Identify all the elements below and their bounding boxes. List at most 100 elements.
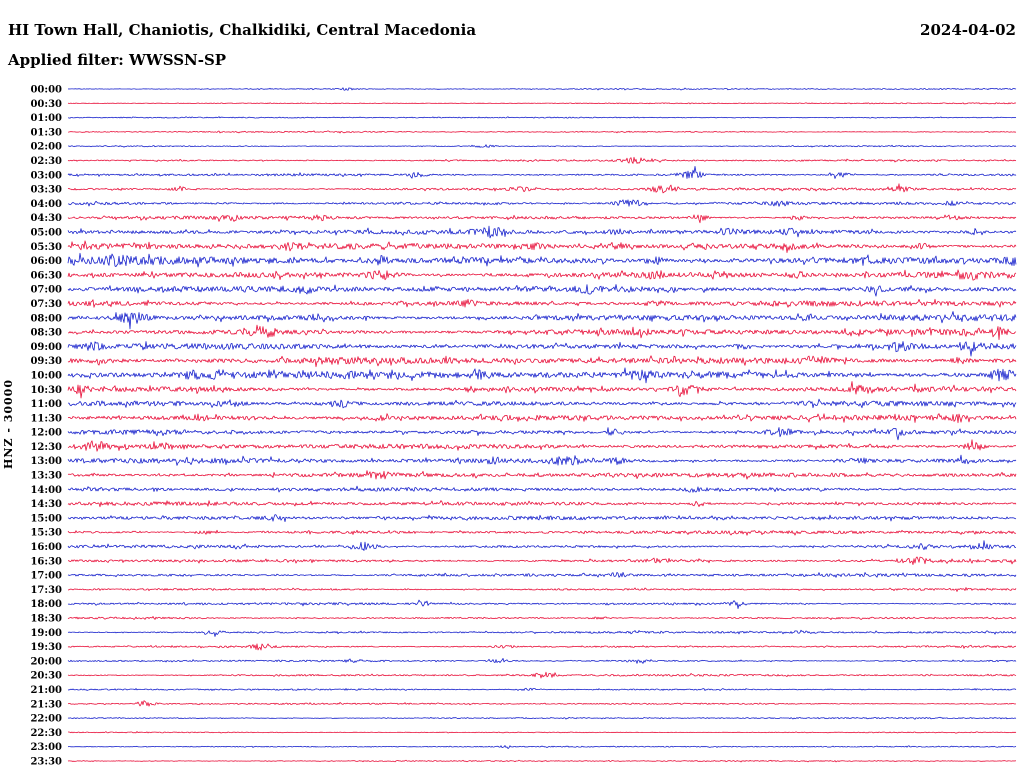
trace-row-1000 [67,367,1017,384]
trace-row-0530 [67,240,1017,254]
trace-group [67,87,1017,763]
trace-row-0400 [67,199,1017,207]
time-label-1300: 13:00 [30,456,62,467]
trace-row-1500 [67,514,1017,522]
time-label-0000: 00:00 [30,85,62,96]
time-label-2300: 23:00 [30,742,62,753]
time-label-0100: 01:00 [30,113,62,124]
trace-row-0000 [67,87,1017,91]
time-label-2000: 20:00 [30,656,62,667]
trace-row-2230 [68,731,1017,734]
trace-row-1530 [67,529,1017,536]
trace-row-2200 [67,716,1017,720]
time-label-1400: 14:00 [30,485,62,496]
trace-row-1730 [67,587,1017,592]
time-label-1700: 17:00 [30,571,62,582]
time-label-0600: 06:00 [30,256,62,267]
time-label-1100: 11:00 [30,399,62,410]
trace-row-1600 [67,540,1016,551]
trace-row-1700 [67,572,1017,578]
trace-row-1930 [67,643,1016,651]
trace-row-0030 [67,102,1017,105]
trace-row-2100 [67,687,1017,691]
trace-row-0300 [67,165,1017,179]
time-label-1600: 16:00 [30,542,62,553]
trace-row-1400 [67,485,1017,493]
time-label-0400: 04:00 [30,199,62,210]
time-label-0200: 02:00 [30,142,62,153]
time-label-1830: 18:30 [30,614,62,625]
time-label-1500: 15:00 [30,513,62,524]
trace-row-1900 [67,629,1017,637]
trace-row-2300 [67,745,1017,749]
time-label-2130: 21:30 [30,699,62,710]
time-label-1900: 19:00 [30,628,62,639]
time-label-2330: 23:30 [30,757,62,768]
trace-row-0230 [67,156,1017,164]
trace-row-1130 [67,413,1017,424]
time-label-1230: 12:30 [30,442,62,453]
time-label-0130: 01:30 [30,127,62,138]
time-label-2200: 22:00 [30,714,62,725]
time-label-1200: 12:00 [30,428,62,439]
trace-row-1030 [67,381,1017,399]
time-label-1730: 17:30 [30,585,62,596]
trace-row-2030 [67,671,1017,679]
trace-row-1330 [67,470,1017,480]
time-label-0230: 02:30 [30,156,62,167]
trace-row-1100 [68,398,1017,409]
time-label-0900: 09:00 [30,342,62,353]
time-label-group: 00:00 00:30 01:00 01:30 02:00 02:30 03:00 03:30… [30,85,62,768]
trace-row-1430 [67,500,1017,508]
time-label-0630: 06:30 [30,270,62,281]
trace-row-0730 [67,298,1017,308]
trace-row-0130 [67,130,1017,134]
trace-row-0930 [67,355,1017,368]
time-label-1930: 19:30 [30,642,62,653]
trace-row-2130 [67,700,1017,707]
time-label-1330: 13:30 [30,471,62,482]
time-label-0330: 03:30 [30,185,62,196]
trace-row-0630 [67,269,1017,281]
time-label-1800: 18:00 [30,599,62,610]
time-label-0730: 07:30 [30,299,62,310]
time-label-1630: 16:30 [30,556,62,567]
time-label-1130: 11:30 [30,413,62,424]
time-label-0300: 03:00 [30,170,62,181]
trace-row-2330 [67,759,1017,763]
trace-row-1800 [67,599,1017,609]
trace-row-1300 [67,454,1017,466]
trace-row-1200 [67,427,1017,441]
time-label-2230: 22:30 [30,728,62,739]
record-date: 2024-04-02 [920,21,1016,39]
trace-row-1630 [67,556,1017,565]
trace-row-0700 [67,284,1017,297]
trace-row-0900 [67,341,1017,357]
time-label-0930: 09:30 [30,356,62,367]
trace-row-0430 [67,214,1017,224]
time-label-0500: 05:00 [30,228,62,239]
time-label-1030: 10:30 [30,385,62,396]
time-label-0800: 08:00 [30,313,62,324]
time-label-0030: 00:30 [30,99,62,110]
filter-label: Applied filter: WWSSN-SP [8,51,227,69]
time-label-0700: 07:00 [30,285,62,296]
time-label-0530: 05:30 [30,242,62,253]
trace-row-0800 [67,311,1017,330]
trace-row-1230 [67,439,1017,452]
time-label-1530: 15:30 [30,528,62,539]
trace-row-0330 [67,183,1017,194]
trace-row-0100 [68,116,1017,119]
time-label-0830: 08:30 [30,328,62,339]
trace-row-2000 [67,658,1017,664]
trace-row-1830 [67,616,1017,620]
trace-row-0500 [67,225,1017,239]
trace-row-0600 [67,252,1017,268]
time-label-2100: 21:00 [30,685,62,696]
time-label-1430: 14:30 [30,499,62,510]
time-label-1000: 10:00 [30,371,62,382]
time-label-0430: 04:30 [30,213,62,224]
trace-row-0200 [68,144,1017,148]
station-title: HI Town Hall, Chaniotis, Chalkidiki, Cen… [8,21,477,39]
